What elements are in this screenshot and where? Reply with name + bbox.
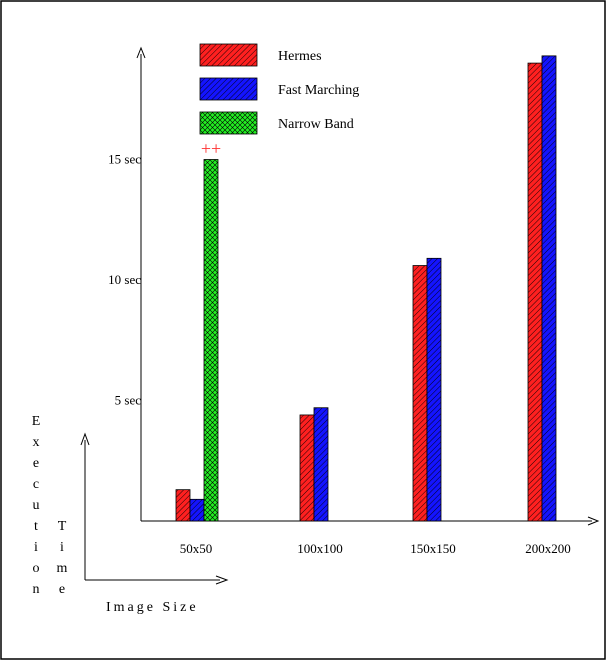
bar-fast-marching-150x150 [426,257,442,522]
x-tick-label: 150x150 [410,541,456,556]
bar-fast-marching-200x200 [541,55,557,522]
y-axis-label-letter: x [33,435,40,450]
bar-hatch [426,257,442,522]
bar-hermes-200x200 [527,62,543,522]
legend-swatch-hatch [199,43,258,67]
legend-label: Fast Marching [278,83,359,98]
x-axis-label: Image Size [106,600,199,615]
bar-fast-marching-50x50 [189,498,205,522]
legend-item-hermes: Hermes [199,43,322,67]
bar-hatch [541,55,557,522]
legend-swatch-hatch [199,77,258,101]
y-tick-label: 5 sec [115,393,142,408]
y-axis-label-letter: T [58,519,67,534]
label-axis-up-arrow-icon [80,432,90,446]
y-axis-label-letter: i [34,540,38,555]
y-axis-label-letter: c [33,477,39,492]
bar-hermes-50x50 [175,489,191,522]
y-axis-label-letter: t [34,519,38,534]
legend-item-narrow-band: Narrow Band [199,111,354,135]
y-axis-label-letter: n [33,582,40,597]
bar-hatch [189,498,205,522]
bar-annotation: ++ [201,139,221,159]
y-axis-label-letter: e [59,582,65,597]
y-axis-label-letter: E [32,414,41,429]
legend-label: Narrow Band [278,117,354,132]
y-axis-arrow-icon [136,46,146,59]
y-tick-label: 15 sec [108,152,141,167]
bar-hatch [527,62,543,522]
y-axis-label-letter: e [33,456,39,471]
label-axis-right-arrow-icon [215,575,229,585]
bar-hatch [299,414,315,522]
x-axis-arrow-icon [587,516,600,526]
bar-hatch [313,407,329,522]
legend-item-fast-marching: Fast Marching [199,77,359,101]
bar-hatch [203,159,219,522]
bar-fast-marching-100x100 [313,407,329,522]
legend: Hermes Fast Marching Narrow Band [199,43,359,135]
x-tick-label: 100x100 [297,541,343,556]
y-axis-label-letter: m [57,561,68,576]
legend-label: Hermes [278,49,322,64]
bar-hatch [175,489,191,522]
y-axis-label-letter: u [33,498,40,513]
legend-swatch-hatch [199,111,258,135]
bar-narrow-band-50x50 [203,159,219,522]
x-tick-label: 200x200 [525,541,571,556]
bar-hatch [412,265,428,522]
y-axis-label-letter: o [33,561,40,576]
y-tick-label: 10 sec [108,272,141,287]
bar-hermes-100x100 [299,414,315,522]
bar-hermes-150x150 [412,265,428,522]
y-axis-label-letter: i [60,540,64,555]
x-tick-label: 50x50 [180,541,213,556]
